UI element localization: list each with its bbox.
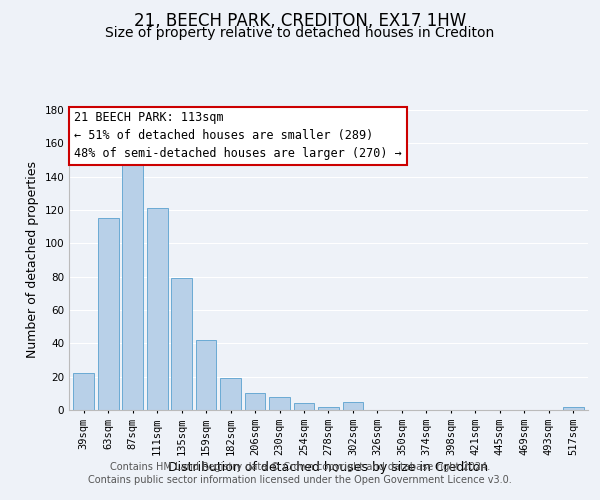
Bar — [245, 394, 265, 410]
Bar — [171, 278, 192, 410]
Y-axis label: Number of detached properties: Number of detached properties — [26, 162, 39, 358]
Bar — [318, 406, 339, 410]
Text: Size of property relative to detached houses in Crediton: Size of property relative to detached ho… — [106, 26, 494, 40]
Bar — [147, 208, 167, 410]
Bar — [122, 165, 143, 410]
Text: Contains HM Land Registry data © Crown copyright and database right 2024.: Contains HM Land Registry data © Crown c… — [110, 462, 490, 472]
Bar — [343, 402, 364, 410]
Bar — [293, 404, 314, 410]
Bar — [98, 218, 119, 410]
Bar — [220, 378, 241, 410]
Bar — [196, 340, 217, 410]
Text: 21, BEECH PARK, CREDITON, EX17 1HW: 21, BEECH PARK, CREDITON, EX17 1HW — [134, 12, 466, 30]
X-axis label: Distribution of detached houses by size in Crediton: Distribution of detached houses by size … — [169, 460, 488, 473]
Text: 21 BEECH PARK: 113sqm
← 51% of detached houses are smaller (289)
48% of semi-det: 21 BEECH PARK: 113sqm ← 51% of detached … — [74, 112, 402, 160]
Bar — [269, 396, 290, 410]
Bar — [563, 406, 584, 410]
Text: Contains public sector information licensed under the Open Government Licence v3: Contains public sector information licen… — [88, 475, 512, 485]
Bar — [73, 374, 94, 410]
